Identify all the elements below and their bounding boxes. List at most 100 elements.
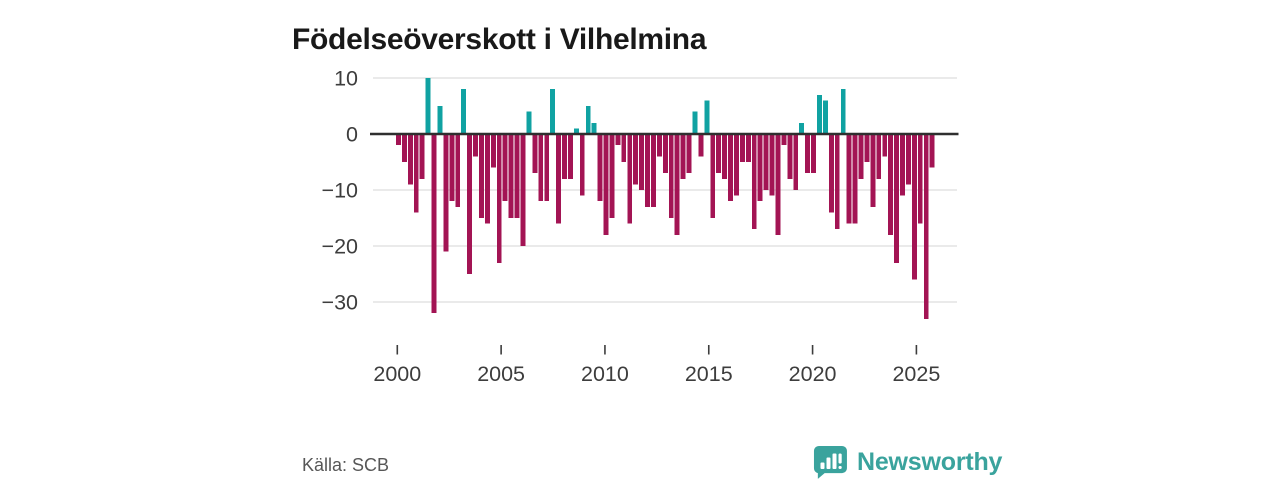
bar: [567, 134, 573, 179]
bar: [656, 134, 662, 157]
x-axis-tick-label: 2015: [685, 362, 733, 386]
bar: [728, 134, 733, 202]
bar: [817, 94, 822, 134]
newsworthy-bubble-icon: [813, 445, 847, 479]
bar: [799, 122, 805, 134]
bar: [692, 111, 698, 134]
bar: [870, 134, 876, 207]
bar: [763, 134, 769, 190]
bar: [484, 134, 490, 224]
bar: [686, 134, 692, 174]
bar: [840, 89, 846, 134]
bar: [882, 134, 888, 157]
bar: [929, 134, 935, 168]
bar: [526, 111, 532, 134]
bar: [585, 106, 591, 134]
bar: [894, 134, 900, 263]
bar-glyph-small: [820, 462, 825, 469]
bar: [662, 134, 668, 174]
bar: [864, 134, 870, 162]
bar: [674, 134, 680, 235]
bar: [923, 134, 929, 319]
bar: [905, 134, 911, 185]
bar: [455, 134, 461, 207]
bar: [502, 134, 508, 202]
bar-glyph-tall: [832, 453, 837, 469]
bar: [888, 134, 894, 235]
bar: [639, 134, 645, 190]
newsworthy-logo[interactable]: Newsworthy: [812, 444, 1002, 480]
bar: [514, 134, 520, 218]
x-axis-tick-label: 2020: [789, 362, 837, 386]
bar: [852, 134, 858, 224]
y-axis-tick-label: −10: [322, 179, 359, 203]
bar: [473, 134, 478, 157]
bar: [710, 134, 716, 218]
bar: [627, 134, 633, 224]
bar: [739, 134, 745, 162]
bar: [467, 134, 473, 274]
bar: [745, 134, 751, 162]
x-axis-tick-label: 2000: [373, 362, 421, 386]
bar: [822, 100, 828, 134]
x-axis-tick-label: 2005: [477, 362, 525, 386]
bar: [900, 134, 905, 196]
bar: [722, 134, 728, 179]
bar: [828, 134, 834, 213]
bar-glyph-medium: [826, 457, 831, 469]
bar: [757, 134, 763, 202]
bar: [496, 134, 502, 263]
bar: [443, 134, 449, 252]
bar: [805, 134, 811, 174]
bar: [461, 89, 467, 134]
bar: [401, 134, 407, 162]
bar: [911, 134, 917, 280]
bar: [532, 134, 538, 174]
y-axis-tick-label: −30: [322, 291, 359, 315]
bar: [437, 106, 443, 134]
bar: [680, 134, 686, 179]
bar: [781, 134, 787, 146]
y-axis-tick-label: 0: [346, 123, 358, 147]
y-axis-tick-label: 10: [334, 67, 358, 91]
bar: [650, 134, 656, 207]
bar: [562, 134, 567, 179]
bar: [834, 134, 840, 230]
bar: [603, 134, 609, 235]
bar: [811, 134, 816, 174]
source-label: Källa: SCB: [302, 455, 390, 475]
bar: [556, 134, 562, 224]
bar: [633, 134, 639, 185]
bar: [573, 128, 579, 134]
x-axis-tick-label: 2010: [581, 362, 629, 386]
bar: [449, 134, 455, 202]
bar: [591, 122, 597, 134]
bar: [917, 134, 923, 224]
bar: [775, 134, 781, 235]
bar: [734, 134, 739, 196]
bar: [508, 134, 514, 218]
bar: [645, 134, 650, 207]
bar: [698, 134, 704, 157]
bar: [793, 134, 799, 190]
bar: [538, 134, 544, 202]
bar: [621, 134, 627, 162]
bar: [876, 134, 882, 179]
bar: [668, 134, 674, 218]
bar: [550, 89, 556, 134]
bar: [597, 134, 603, 202]
bar: [787, 134, 793, 179]
bar: [396, 134, 401, 146]
y-axis-tick-label: −20: [322, 235, 359, 259]
x-axis-tick-label: 2025: [892, 362, 940, 386]
bar: [407, 134, 413, 185]
bar: [579, 134, 585, 196]
bar: [413, 134, 419, 213]
bar: [769, 134, 775, 196]
bar: [544, 134, 550, 202]
bar: [846, 134, 852, 224]
exclamation-dot: [838, 466, 842, 469]
exclamation-stem: [838, 453, 842, 464]
bar: [419, 134, 425, 179]
